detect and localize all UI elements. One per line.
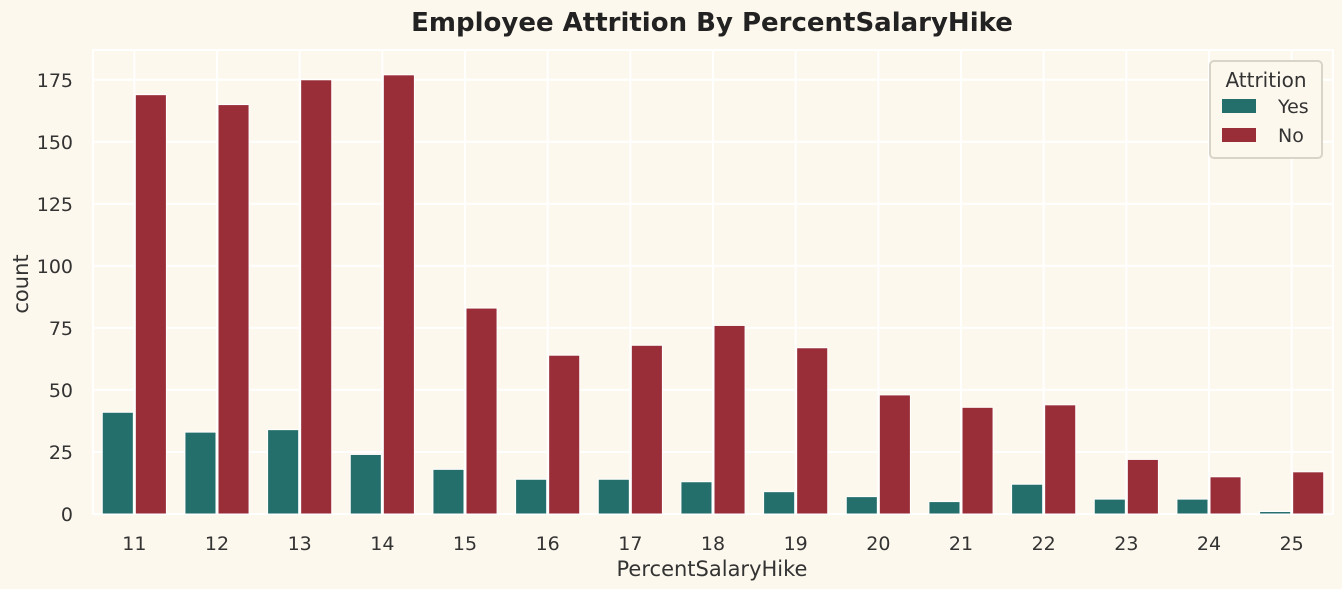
bar-no-12 xyxy=(217,104,250,515)
y-tick-label: 175 xyxy=(37,70,73,92)
plot-area: 0 25 50 75 100 125 150 175 11 12 13 14 15 16 17 18 19 20 2… xyxy=(37,49,1334,555)
y-tick-label: 25 xyxy=(49,442,73,464)
x-tick-label: 25 xyxy=(1280,533,1304,555)
bar-no-14 xyxy=(382,74,415,515)
y-tick-label: 0 xyxy=(61,504,73,526)
bar-yes-21 xyxy=(928,501,961,515)
bar-yes-23 xyxy=(1093,498,1126,515)
x-tick-label: 15 xyxy=(453,533,477,555)
x-tick-label: 19 xyxy=(784,533,808,555)
bar-yes-25 xyxy=(1259,511,1292,515)
bar-yes-24 xyxy=(1176,498,1209,515)
bar-no-17 xyxy=(630,344,663,515)
y-axis-label: count xyxy=(9,254,33,313)
bar-no-23 xyxy=(1126,458,1159,515)
x-tick-label: 14 xyxy=(370,533,394,555)
y-tick-label: 100 xyxy=(37,256,73,278)
bar-yes-19 xyxy=(763,491,796,515)
bar-yes-11 xyxy=(101,411,134,515)
bar-yes-14 xyxy=(349,453,382,515)
bar-yes-20 xyxy=(845,496,878,515)
x-tick-label: 16 xyxy=(536,533,560,555)
bar-no-21 xyxy=(961,406,994,515)
legend: Attrition Yes No xyxy=(1209,60,1323,159)
legend-swatch-no xyxy=(1222,128,1256,142)
bar-no-13 xyxy=(300,79,333,515)
bar-yes-15 xyxy=(432,468,465,515)
bar-no-20 xyxy=(878,394,911,515)
bar-yes-16 xyxy=(515,478,548,515)
y-tick-label: 150 xyxy=(37,132,73,154)
legend-label-no: No xyxy=(1278,125,1304,147)
bar-no-16 xyxy=(548,354,581,515)
bar-no-24 xyxy=(1209,476,1242,515)
x-tick-label: 24 xyxy=(1197,533,1221,555)
x-tick-label: 13 xyxy=(288,533,312,555)
x-tick-label: 18 xyxy=(701,533,725,555)
chart-title: Employee Attrition By PercentSalaryHike xyxy=(411,8,1013,38)
x-tick-label: 11 xyxy=(122,533,146,555)
bar-no-22 xyxy=(1044,404,1077,515)
x-tick-label: 21 xyxy=(949,533,973,555)
y-tick-label: 75 xyxy=(49,318,73,340)
x-tick-label: 22 xyxy=(1032,533,1056,555)
x-tick-label: 20 xyxy=(866,533,890,555)
y-tick-label: 125 xyxy=(37,194,73,216)
bar-yes-13 xyxy=(267,429,300,515)
x-tick-label: 17 xyxy=(618,533,642,555)
bar-no-19 xyxy=(796,347,829,515)
y-tick-label: 50 xyxy=(49,380,73,402)
legend-title: Attrition xyxy=(1225,68,1306,92)
plot-border xyxy=(92,49,1334,515)
bar-yes-17 xyxy=(597,478,630,515)
bar-no-11 xyxy=(134,94,167,515)
legend-label-yes: Yes xyxy=(1277,96,1309,118)
bar-yes-18 xyxy=(680,481,713,515)
bar-yes-22 xyxy=(1011,483,1044,515)
legend-swatch-yes xyxy=(1222,99,1256,113)
x-axis-label: PercentSalaryHike xyxy=(617,557,808,581)
bar-no-15 xyxy=(465,307,498,515)
bar-yes-12 xyxy=(184,431,217,515)
x-tick-label: 12 xyxy=(205,533,229,555)
x-tick-label: 23 xyxy=(1114,533,1138,555)
bar-no-25 xyxy=(1292,471,1325,515)
bar-no-18 xyxy=(713,324,746,515)
